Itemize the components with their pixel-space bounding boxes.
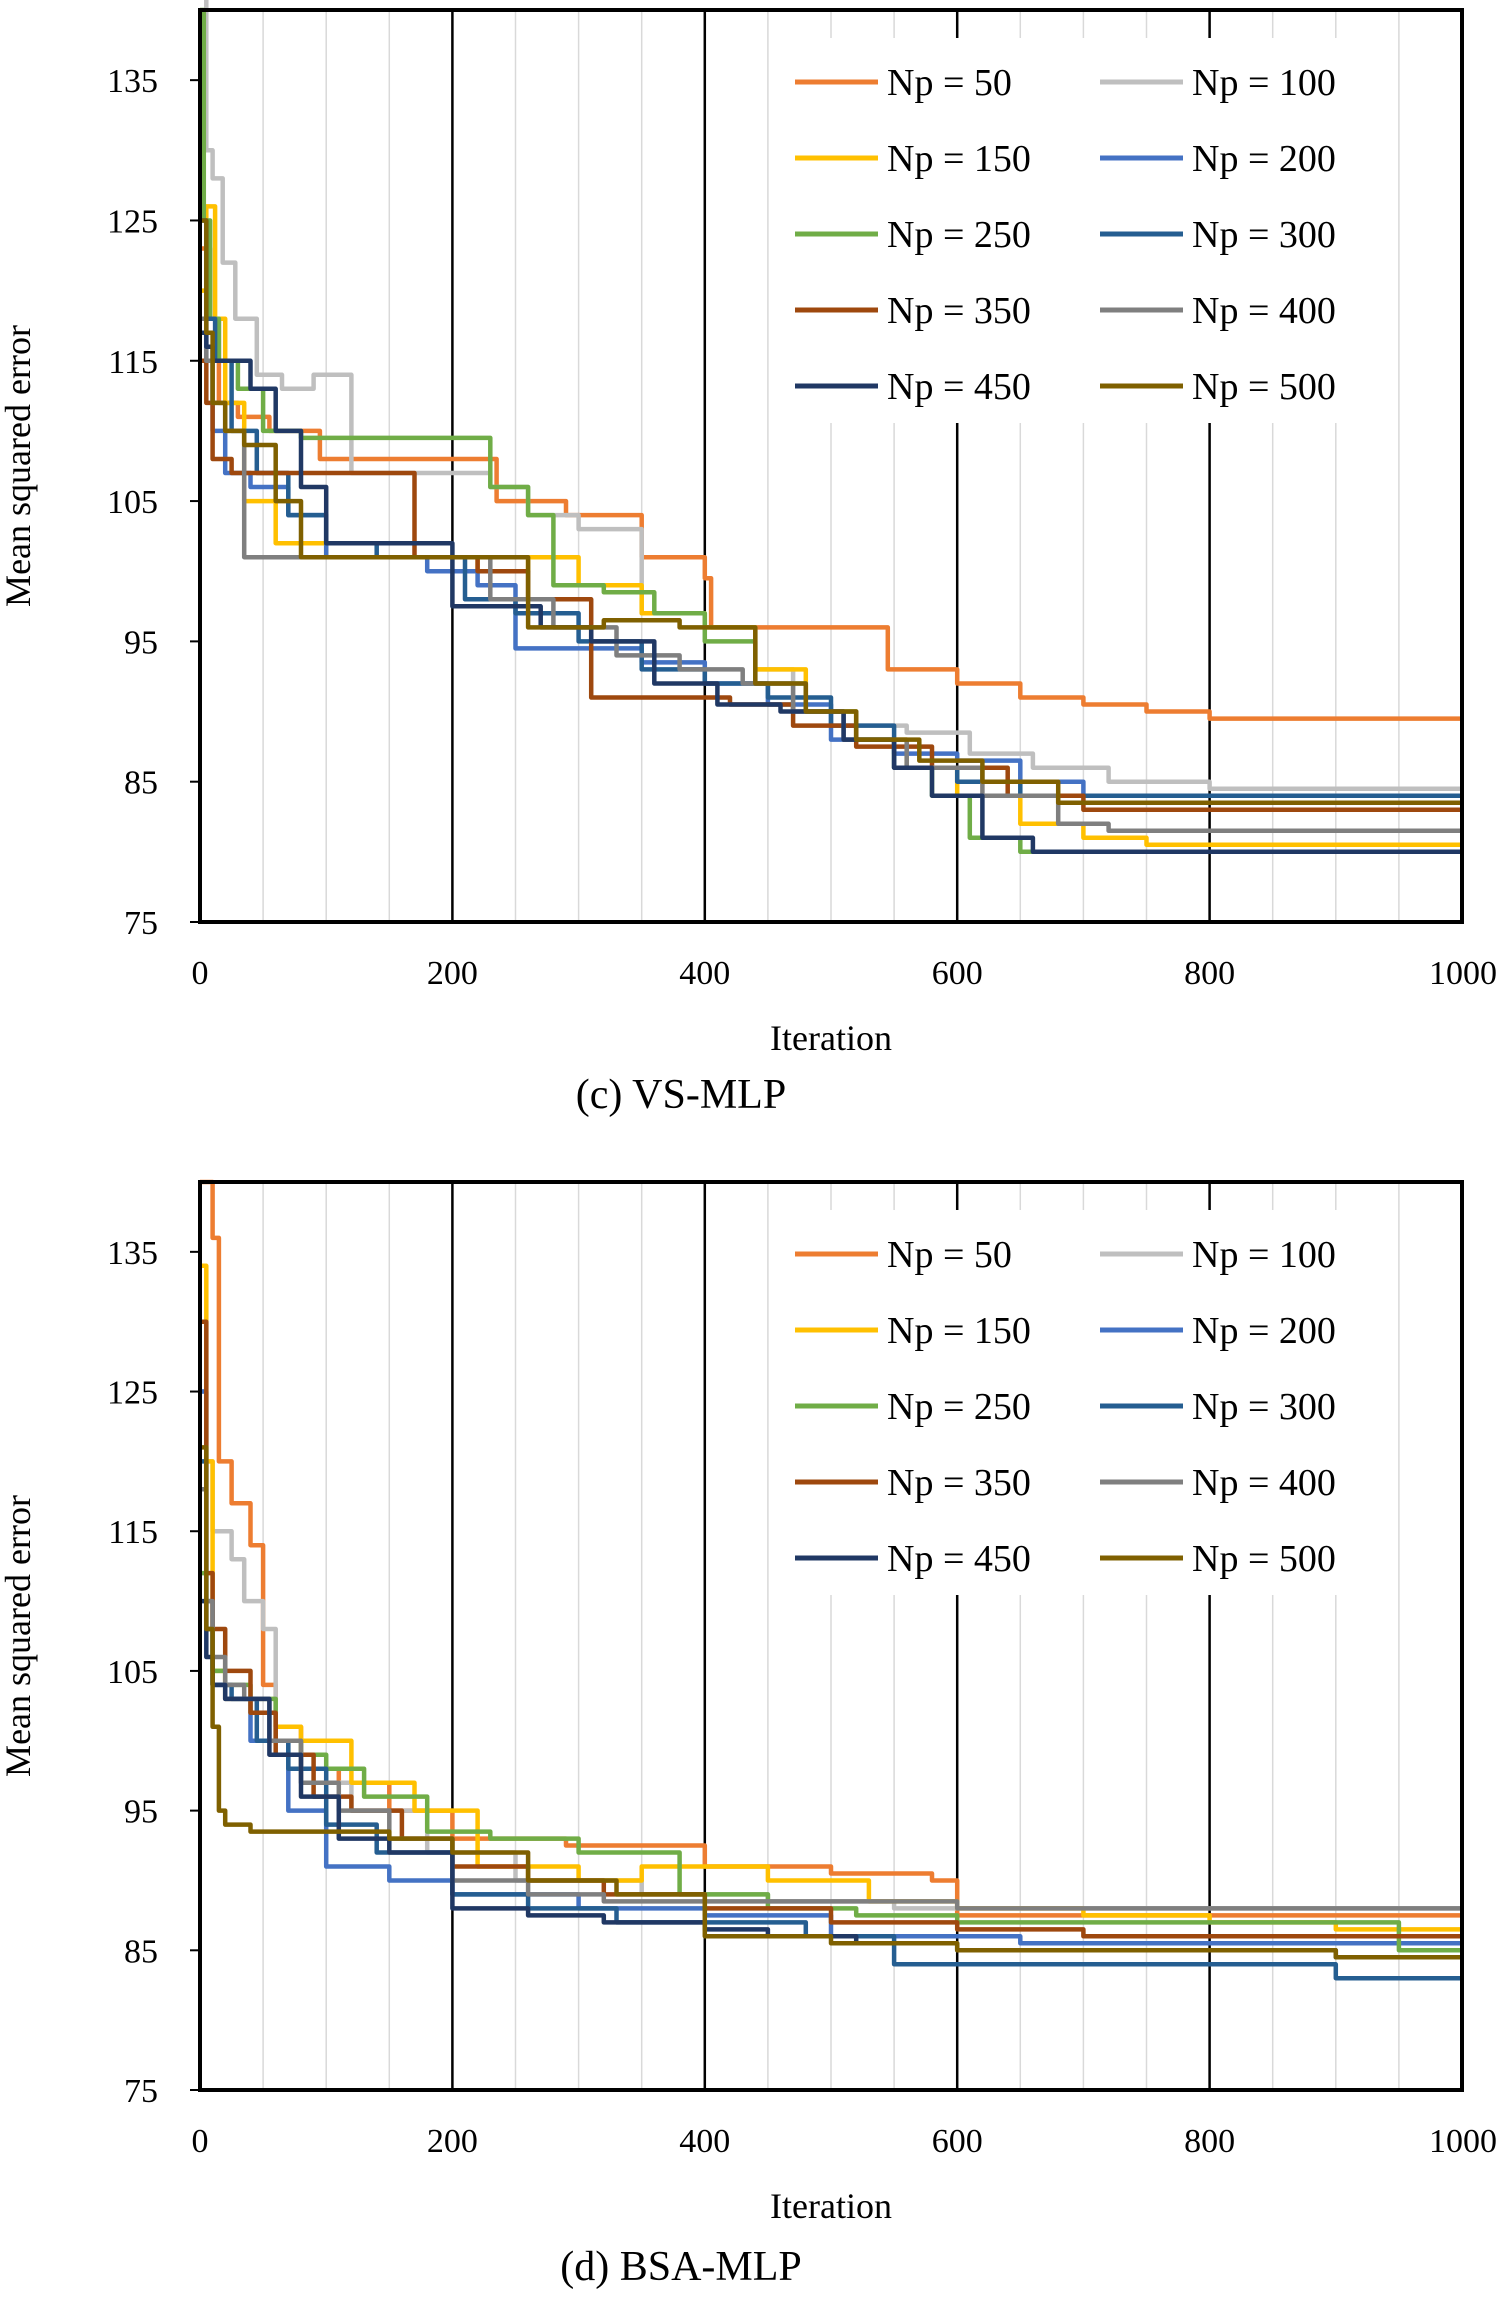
legend-label: Np = 350 xyxy=(887,1462,1031,1504)
x-tick-label: 1000 xyxy=(1429,2123,1497,2160)
x-tick-label: 200 xyxy=(427,955,478,992)
y-tick-label: 125 xyxy=(107,1375,158,1412)
legend-label: Np = 400 xyxy=(1192,290,1336,332)
legend-label: Np = 200 xyxy=(1192,138,1336,180)
y-tick-label: 115 xyxy=(108,344,158,381)
series-line-np500 xyxy=(200,218,1462,805)
y-tick-label: 95 xyxy=(124,624,158,661)
y-axis-label: Mean squared error xyxy=(0,1495,38,1777)
series-lines xyxy=(200,1179,1462,1981)
y-tick-label: 135 xyxy=(107,1235,158,1272)
legend-label: Np = 100 xyxy=(1192,62,1336,104)
y-tick-label: 85 xyxy=(124,1933,158,1970)
plot-frame xyxy=(198,1180,1464,2092)
series-line-np450 xyxy=(200,330,1462,855)
x-tick-label: 200 xyxy=(427,2123,478,2160)
chart-caption: (c) VS-MLP xyxy=(576,1072,786,1118)
x-tick-label: 0 xyxy=(192,2123,209,2160)
chart-bsa-mlp: 75 85 95 105 115 125 135 0 200 400 600 800 1000 Itera… xyxy=(0,1179,1498,2290)
y-tick-label: 75 xyxy=(124,905,158,942)
legend: Np = 50 Np = 100 Np = 150 Np = 200 Np = 250 N… xyxy=(775,1210,1395,1595)
x-tick-label: 0 xyxy=(192,955,209,992)
y-tick-label: 115 xyxy=(108,1514,158,1551)
x-tick-label: 600 xyxy=(932,2123,983,2160)
x-axis-label: Iteration xyxy=(770,1018,892,1058)
legend-label: Np = 50 xyxy=(887,62,1012,104)
x-tick-label: 1000 xyxy=(1429,955,1497,992)
legend-label: Np = 200 xyxy=(1192,1310,1336,1352)
series-lines xyxy=(200,0,1462,855)
legend-label: Np = 450 xyxy=(887,1538,1031,1580)
x-tick-label: 400 xyxy=(679,2123,730,2160)
x-tick-label: 400 xyxy=(679,955,730,992)
legend-label: Np = 450 xyxy=(887,366,1031,408)
legend-label: Np = 150 xyxy=(887,1310,1031,1352)
x-tick-label: 800 xyxy=(1184,2123,1235,2160)
y-tick-label: 105 xyxy=(107,484,158,521)
y-tick-label: 125 xyxy=(107,203,158,240)
legend-label: Np = 250 xyxy=(887,214,1031,256)
y-axis: 75 85 95 105 115 125 135 xyxy=(107,1235,200,2110)
series-line-np50 xyxy=(200,1179,1462,1918)
legend-background xyxy=(775,1210,1395,1595)
legend-label: Np = 500 xyxy=(1192,366,1336,408)
series-line-np100 xyxy=(204,0,1462,791)
series-line-np400 xyxy=(200,1487,1462,1911)
y-tick-label: 105 xyxy=(107,1654,158,1691)
legend-label: Np = 150 xyxy=(887,138,1031,180)
y-tick-label: 75 xyxy=(124,2073,158,2110)
x-tick-label: 600 xyxy=(932,955,983,992)
x-tick-label: 800 xyxy=(1184,955,1235,992)
plot-frame xyxy=(198,8,1464,924)
y-tick-label: 95 xyxy=(124,1794,158,1831)
chart-vs-mlp: 75 85 95 105 115 125 135 0 200 400 600 800 1000 Itera… xyxy=(0,0,1497,1118)
legend-label: Np = 250 xyxy=(887,1386,1031,1428)
y-tick-label: 135 xyxy=(107,63,158,100)
legend: Np = 50 Np = 100 Np = 150 Np = 200 Np = 250 N… xyxy=(775,38,1395,423)
y-axis-label: Mean squared error xyxy=(0,325,38,607)
series-line-np500 xyxy=(200,1445,1462,1960)
legend-background xyxy=(775,38,1395,423)
legend-label: Np = 500 xyxy=(1192,1538,1336,1580)
legend-label: Np = 100 xyxy=(1192,1234,1336,1276)
y-tick-label: 85 xyxy=(124,765,158,802)
chart-caption: (d) BSA-MLP xyxy=(560,2244,802,2290)
legend-label: Np = 300 xyxy=(1192,1386,1336,1428)
x-axis-label: Iteration xyxy=(770,2186,892,2226)
y-axis: 75 85 95 105 115 125 135 xyxy=(107,63,200,942)
legend-label: Np = 50 xyxy=(887,1234,1012,1276)
legend-label: Np = 400 xyxy=(1192,1462,1336,1504)
x-axis: 0 200 400 600 800 1000 xyxy=(192,2123,1498,2160)
x-axis: 0 200 400 600 800 1000 xyxy=(192,955,1498,992)
legend-label: Np = 350 xyxy=(887,290,1031,332)
legend-label: Np = 300 xyxy=(1192,214,1336,256)
